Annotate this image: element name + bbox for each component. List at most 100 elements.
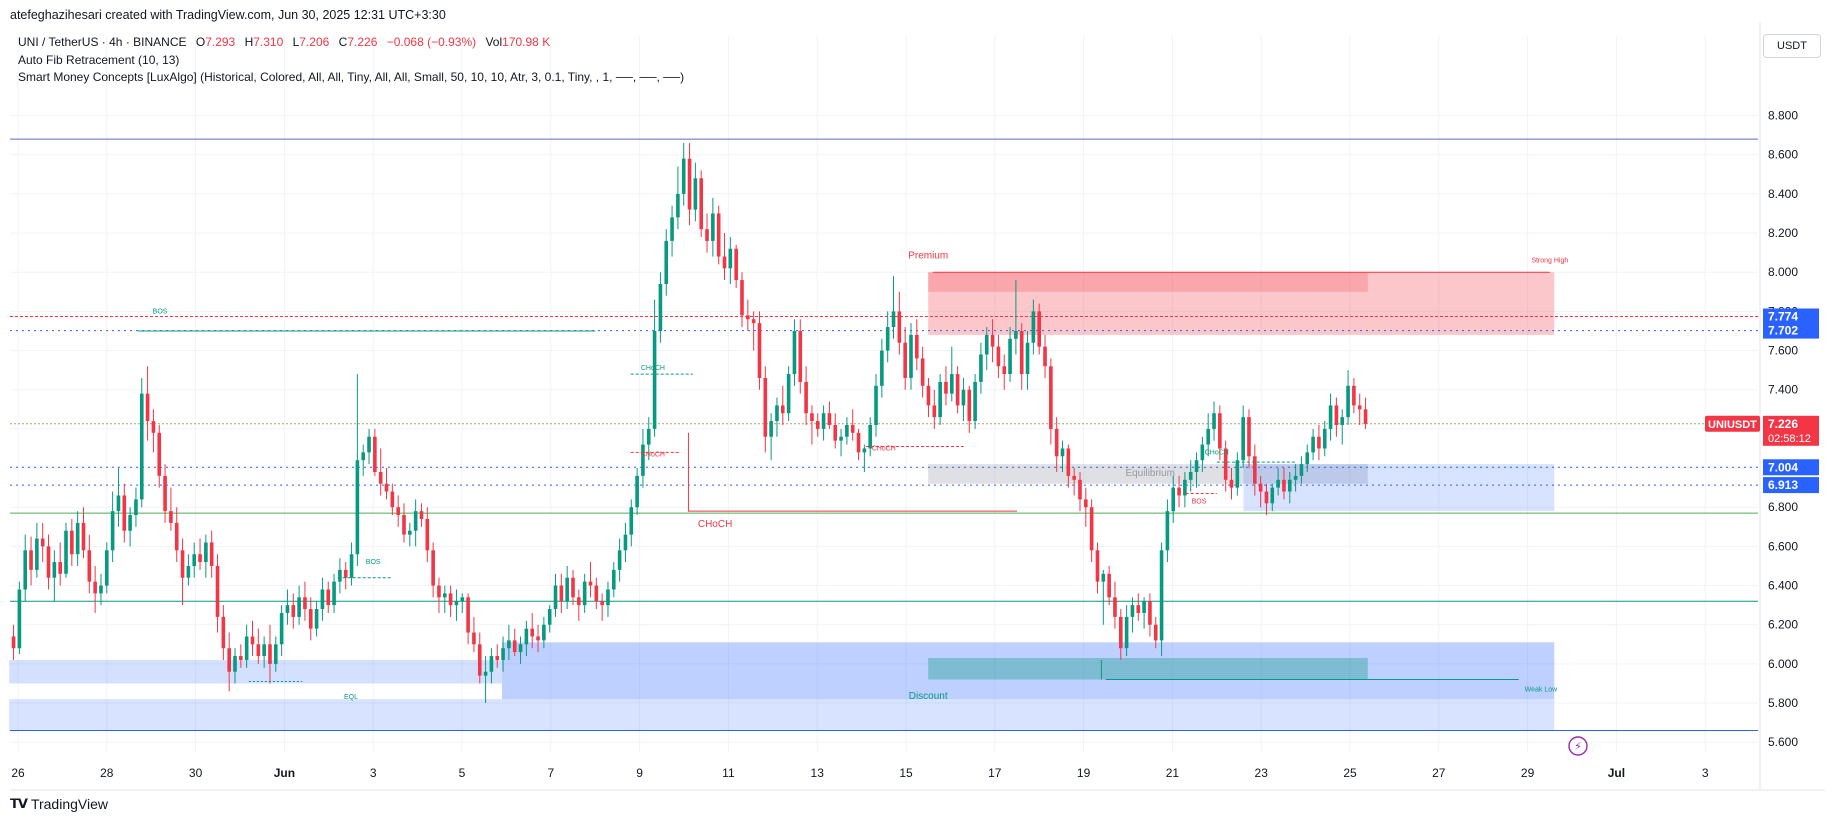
candle-body	[1235, 460, 1240, 488]
symbol-badge-text: UNIUSDT	[1708, 419, 1757, 431]
x-tick-label: 11	[722, 766, 735, 780]
candle-body	[355, 460, 360, 555]
candle-body	[676, 193, 680, 218]
candle	[17, 581, 22, 655]
candle-body	[477, 644, 482, 676]
candle	[915, 319, 919, 371]
candle	[1352, 377, 1356, 414]
candle	[87, 534, 92, 594]
candle	[1346, 370, 1350, 425]
candle-body	[629, 507, 634, 535]
candle-body	[361, 452, 366, 461]
candle	[833, 413, 838, 449]
candle	[1218, 405, 1222, 461]
candle	[460, 593, 465, 613]
candle	[845, 417, 849, 445]
candle-body	[1072, 475, 1076, 480]
candle-body	[833, 424, 838, 441]
candle-body	[1054, 428, 1059, 457]
candle	[1305, 444, 1310, 472]
candle-body	[990, 334, 995, 347]
candle	[250, 620, 255, 657]
candle-body	[1340, 417, 1345, 425]
candle	[524, 620, 529, 657]
indicator-fib[interactable]: Auto Fib Retracement (10, 13)	[18, 53, 180, 67]
candle	[780, 385, 785, 425]
candle	[775, 397, 779, 437]
candle	[746, 299, 750, 331]
candle	[477, 632, 482, 684]
currency-selector[interactable]: USDT	[1763, 34, 1821, 58]
candle-body	[110, 511, 115, 551]
candle	[1282, 468, 1286, 500]
candle-body	[507, 640, 511, 649]
indicator-smc[interactable]: Smart Money Concepts [LuxAlgo] (Historic…	[18, 70, 685, 84]
symbol-line: UNI / TetherUS · 4h · BINANCE O7.293 H7.…	[18, 35, 550, 49]
candle	[390, 483, 395, 516]
price-axis[interactable]: 8.8008.6008.4008.2008.0007.8007.6007.400…	[1705, 22, 1819, 790]
symbol-title[interactable]: UNI / TetherUS · 4h · BINANCE	[18, 35, 187, 49]
candle	[862, 444, 867, 472]
candle-body	[1287, 479, 1292, 492]
x-tick-label: 29	[1521, 766, 1535, 780]
candle	[949, 346, 954, 402]
candle-body	[909, 334, 913, 378]
time-axis[interactable]: 26 28 30 Jun 3 5 7 9 11 13 15 17 19 21 23 25 27 29 Jul 3	[10, 766, 1825, 791]
candle	[1148, 593, 1152, 637]
candle-body	[757, 323, 762, 378]
candle-body	[1247, 417, 1251, 457]
candle	[1019, 323, 1024, 390]
candle	[1317, 424, 1321, 461]
candle-body	[565, 577, 569, 602]
candle	[1253, 444, 1257, 496]
low-value: 7.206	[299, 35, 330, 49]
candle-body	[955, 374, 960, 406]
candle-body	[792, 330, 797, 375]
candle-body	[1212, 413, 1216, 429]
candle-body	[780, 405, 785, 414]
candle-body	[314, 609, 319, 629]
candle	[792, 319, 797, 386]
candle	[378, 448, 383, 496]
candle-body	[1084, 499, 1088, 508]
candle	[157, 424, 162, 488]
candle-body	[1066, 448, 1071, 476]
candle-body	[1177, 487, 1181, 496]
candle-body	[233, 656, 237, 672]
candle-body	[1305, 452, 1310, 465]
x-tick-label: 17	[988, 766, 1002, 780]
candle	[110, 491, 115, 563]
candle-body	[1049, 366, 1053, 429]
candle-body	[524, 628, 529, 645]
candle	[1171, 475, 1176, 523]
candle-body	[839, 436, 843, 441]
candle	[239, 644, 243, 668]
candle-body	[454, 601, 459, 606]
candle-body	[1089, 507, 1094, 551]
candle	[1014, 280, 1018, 355]
candle	[1334, 397, 1339, 437]
candle-body	[1107, 573, 1111, 598]
candle-body	[1223, 448, 1228, 480]
x-tick-label: 15	[899, 766, 913, 780]
candle	[1008, 327, 1012, 382]
candle	[512, 628, 517, 657]
candle-body	[1322, 428, 1327, 449]
annotation-label: Equilibrium	[1125, 468, 1174, 479]
candle	[1194, 452, 1199, 488]
x-tick-label: 5	[459, 766, 466, 780]
order-block-bearish	[928, 272, 1368, 292]
candle	[122, 483, 127, 543]
x-tick-label: 9	[636, 766, 643, 780]
candle	[466, 593, 470, 645]
x-tick-label: 26	[11, 766, 25, 780]
candle	[314, 601, 319, 637]
candle-body	[163, 475, 167, 512]
candle	[81, 507, 86, 559]
candle	[763, 366, 768, 453]
candle	[507, 624, 511, 660]
candle-body	[646, 428, 651, 445]
candle-body	[1363, 409, 1368, 424]
candle	[944, 366, 948, 406]
